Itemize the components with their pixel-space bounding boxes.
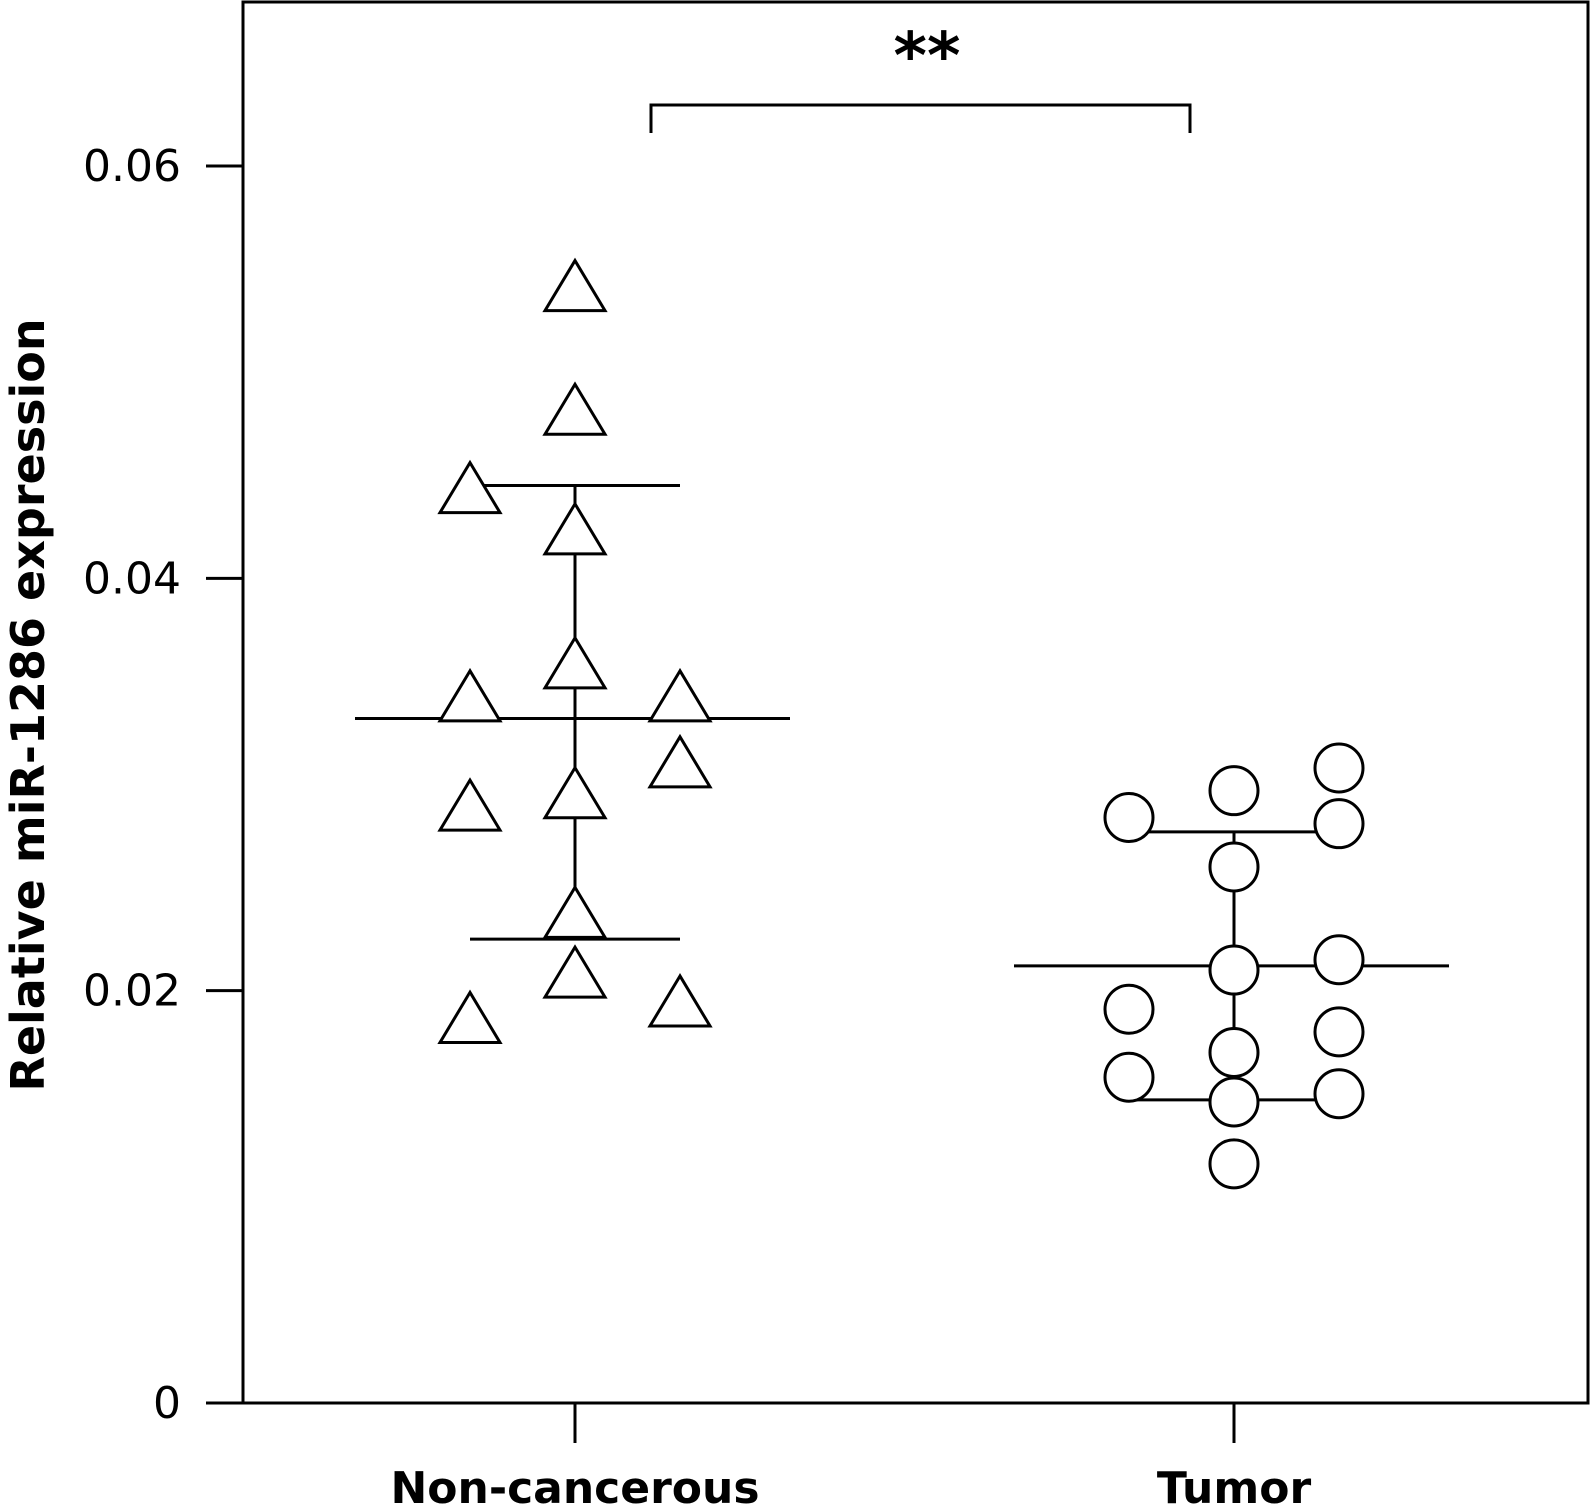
significance-bracket-line <box>649 103 1192 133</box>
y-axis: 0 0.02 0.04 0.06 <box>83 141 243 1429</box>
circle-point <box>1103 1051 1155 1103</box>
triangle-point <box>542 634 608 690</box>
triangle-point <box>542 884 608 939</box>
triangle-point <box>437 989 503 1044</box>
circle-point <box>1313 742 1365 794</box>
significance-bracket: ** <box>649 20 1192 133</box>
triangle-point <box>437 777 503 832</box>
significance-label: ** <box>894 20 961 94</box>
triangle-point <box>542 944 608 999</box>
y-tick-label: 0.06 <box>83 141 181 192</box>
circle-point <box>1103 983 1155 1035</box>
circle-point <box>1208 1027 1260 1079</box>
x-axis: Non-cancerous Tumor <box>390 1403 1311 1507</box>
triangle-point <box>542 257 608 313</box>
triangle-point <box>437 667 503 723</box>
circle-point <box>1208 841 1260 893</box>
circle-point <box>1208 944 1260 996</box>
circle-point <box>1103 791 1155 843</box>
x-tick-label: Tumor <box>1157 1463 1312 1507</box>
plot-frame <box>241 0 1590 1405</box>
circle-point <box>1208 1138 1260 1190</box>
triangle-point <box>647 733 713 789</box>
circle-point <box>1313 1006 1365 1058</box>
data-points <box>437 257 1365 1190</box>
triangle-point <box>542 764 608 820</box>
triangle-point <box>647 973 713 1028</box>
triangle-point <box>542 500 608 556</box>
triangle-point <box>542 381 608 436</box>
summary-bars <box>355 484 1449 1102</box>
triangle-point <box>647 667 713 723</box>
y-axis-label: Relative miR-1286 expression <box>1 318 55 1091</box>
y-tick-label: 0 <box>153 1378 181 1429</box>
triangle-point <box>437 459 503 515</box>
circle-point <box>1208 1076 1260 1128</box>
y-tick-label: 0.04 <box>83 553 181 604</box>
x-tick-label: Non-cancerous <box>390 1463 759 1507</box>
circle-point <box>1313 798 1365 850</box>
circle-point <box>1208 765 1260 817</box>
circle-point <box>1313 934 1365 986</box>
y-tick-label: 0.02 <box>83 966 181 1017</box>
circle-point <box>1313 1068 1365 1120</box>
